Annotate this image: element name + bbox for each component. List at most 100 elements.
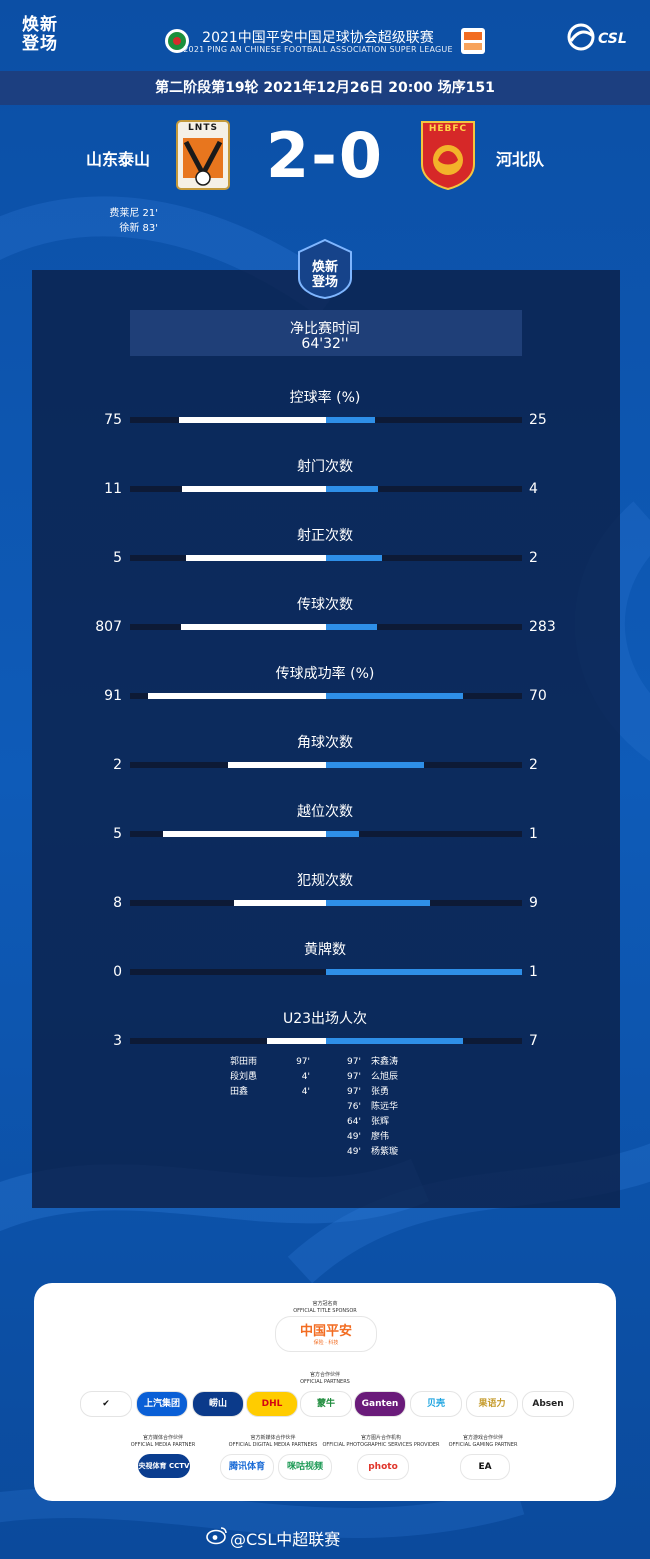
u23-player-name: 陈远华 [371,1102,399,1112]
u23-player-minutes: 97' [347,1087,361,1097]
stat-away-bar [326,900,430,906]
net-time-value: 64'32'' [301,336,349,352]
u23-away-row: 76' 陈远华 [347,1100,437,1115]
stat-bar-track [130,969,522,975]
newmedia-label-en: OFFICIAL DIGITAL MEDIA PARTNERS [228,1442,318,1448]
panel-badge-line2: 登场 [311,275,338,290]
partner-logo: 崂山 [192,1391,244,1417]
partner-logo: Absen [522,1391,574,1417]
stat-label: 越位次数 [297,804,353,820]
newmedia-label-cn: 官方新媒体合作伙伴 [250,1435,296,1441]
stat-away-bar [326,693,463,699]
stat-label: 传球成功率 (%) [275,666,375,682]
csl-swirl-icon [567,23,595,51]
partner-logo: DHL [246,1391,298,1417]
home-team-badge-icon [176,120,230,190]
u23-away-row: 97' 宋鑫涛 [347,1055,437,1070]
u23-away-row: 97' 张勇 [347,1085,437,1100]
u23-player-name: 么旭辰 [371,1072,399,1082]
stat-bar-track [130,417,522,423]
stat-label: 射正次数 [297,528,353,544]
stat-home-value: 11 [104,481,122,497]
stat-bar-track [130,693,522,699]
newmedia-partner-logo: 腾讯体育 [220,1454,274,1480]
home-team-name: 山东泰山 [86,150,151,169]
stat-away-value: 2 [529,757,538,773]
title-sponsor-brand: 中国平安 [299,1324,352,1339]
away-team-name: 河北队 [496,150,545,169]
stats-panel [32,270,620,1208]
partner-logo: Ganten [354,1391,406,1417]
stat-home-value: 5 [113,826,122,842]
u23-player-minutes: 4' [301,1072,310,1082]
stat-away-value: 70 [529,688,547,704]
weibo-handle[interactable]: @CSL中超联赛 [230,1530,341,1549]
stat-away-bar [326,762,424,768]
partners-label-en: OFFICIAL PARTNERS [300,1379,350,1385]
u23-player-name: 宋鑫涛 [371,1057,399,1067]
u23-away-row: 64' 张辉 [347,1115,437,1130]
net-time-label: 净比赛时间 [290,321,360,337]
stat-away-bar [326,969,522,975]
title-sponsor-label-en: OFFICIAL TITLE SPONSOR [293,1308,357,1314]
round-info: 第二阶段第19轮 2021年12月26日 20:00 场序151 [0,71,650,105]
brand-logo: 焕新 登场 [22,16,74,56]
panel-badge-icon [298,238,352,300]
away-badge-text: HEBFC [428,124,468,134]
photo-partner-logo: photo [357,1454,409,1480]
stat-home-value: 91 [104,688,122,704]
media-label-cn: 官方媒体合作伙伴 [142,1435,183,1441]
partner-logo: 贝壳 [410,1391,462,1417]
stat-home-value: 8 [113,895,122,911]
stat-home-value: 5 [113,550,122,566]
match-score: 2-0 [265,119,384,192]
partner-logo: 果语力 [466,1391,518,1417]
u23-player-minutes: 4' [301,1087,310,1097]
stat-away-bar [326,417,375,423]
u23-home-row: 段刘愚 4' [230,1070,310,1085]
home-scorer: 费莱尼 21' [109,208,158,219]
u23-away-list: 97' 宋鑫涛 97' 么旭辰 97' 张勇 76' 陈远华 64' 张辉 49' 廖伟 49' 杨紫璇 [347,1055,437,1160]
partners-label-cn: 官方合作伙伴 [309,1372,340,1378]
u23-player-minutes: 97' [347,1057,361,1067]
u23-away-row: 49' 廖伟 [347,1130,437,1145]
u23-player-minutes: 97' [347,1072,361,1082]
stat-home-bar [234,900,326,906]
weibo-icon [206,1527,227,1545]
stat-label: 黄牌数 [304,942,346,958]
net-time-box [130,310,522,356]
title-sponsor-brand-sub: 保险 · 科技 [313,1340,339,1346]
csl-logo: CSL [566,22,632,54]
csl-logo-text: CSL [598,31,627,47]
stat-home-value: 807 [95,619,122,635]
stat-home-bar [148,693,326,699]
stat-home-bar [267,1038,326,1044]
stat-away-value: 4 [529,481,538,497]
photo-label-cn: 官方图片合作机构 [360,1435,401,1441]
league-title-en: 2021 PING AN CHINESE FOOTBALL ASSOCIATIO… [183,45,453,54]
sponsor-card: 官方冠名商 OFFICIAL TITLE SPONSOR 中国平安 保险 · 科… [34,1283,616,1501]
media-partner-logo: 央视体育 CCTV SPORTS [138,1454,190,1494]
u23-player-minutes: 49' [347,1147,361,1157]
home-badge-text: LNTS [188,123,218,133]
u23-home-row: 田鑫 4' [230,1085,310,1100]
stat-away-value: 7 [529,1033,538,1049]
u23-player-name: 郭田雨 [230,1057,258,1067]
stat-label: 传球次数 [297,597,353,613]
u23-player-name: 廖伟 [371,1132,390,1142]
cfa-emblem-icon [165,29,189,53]
stat-bar-track [130,624,522,630]
newmedia-partner-logo: 咪咕视频 [278,1454,332,1480]
partner-logo: ✔ [80,1391,132,1417]
stat-away-bar [326,1038,463,1044]
stat-bar-track [130,555,522,561]
partner-logo: 蒙牛 [300,1391,352,1417]
ping-an-logo-icon [461,28,485,54]
stat-away-value: 1 [529,826,538,842]
partner-logo: 上汽集团 [136,1391,188,1417]
stat-home-value: 2 [113,757,122,773]
stat-away-value: 2 [529,550,538,566]
stat-away-bar [326,831,359,837]
stat-away-bar [326,555,382,561]
stat-label: 射门次数 [297,459,353,475]
